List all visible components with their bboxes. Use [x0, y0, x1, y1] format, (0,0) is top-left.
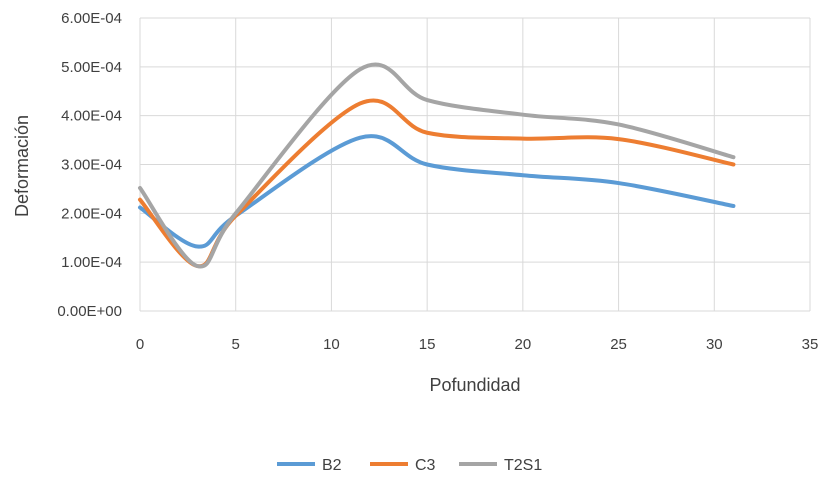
legend-label-t2s1: T2S1 [504, 457, 542, 474]
legend-label-c3: C3 [415, 457, 436, 474]
x-tick-label: 0 [136, 336, 144, 353]
x-tick-label: 10 [323, 336, 340, 353]
x-tick-label: 15 [419, 336, 436, 353]
y-tick-label: 5.00E-04 [61, 59, 122, 76]
x-tick-label: 25 [610, 336, 627, 353]
y-tick-labels: 0.00E+00 1.00E-04 2.00E-04 3.00E-04 4.00E-04… [57, 10, 122, 320]
y-tick-label: 4.00E-04 [61, 108, 122, 125]
x-axis-title: Pofundidad [429, 375, 520, 395]
x-tick-label: 30 [706, 336, 723, 353]
y-tick-label: 6.00E-04 [61, 10, 122, 27]
gridlines [139, 17, 811, 312]
y-tick-label: 1.00E-04 [61, 254, 122, 271]
x-tick-labels: 0 5 10 15 20 25 30 35 [136, 336, 819, 353]
y-tick-label: 2.00E-04 [61, 205, 122, 222]
y-axis-title: Deformación [12, 115, 32, 217]
x-tick-label: 20 [515, 336, 532, 353]
x-tick-label: 5 [232, 336, 240, 353]
series-line-t2s1 [138, 62, 736, 269]
series-line-b2 [138, 134, 736, 249]
y-tick-label: 0.00E+00 [57, 303, 122, 320]
x-tick-label: 35 [802, 336, 819, 353]
series-line-c3 [138, 98, 736, 269]
series-lines [138, 62, 736, 269]
legend-label-b2: B2 [322, 457, 342, 474]
y-tick-label: 3.00E-04 [61, 157, 122, 174]
legend: B2 C3 T2S1 [277, 457, 542, 474]
